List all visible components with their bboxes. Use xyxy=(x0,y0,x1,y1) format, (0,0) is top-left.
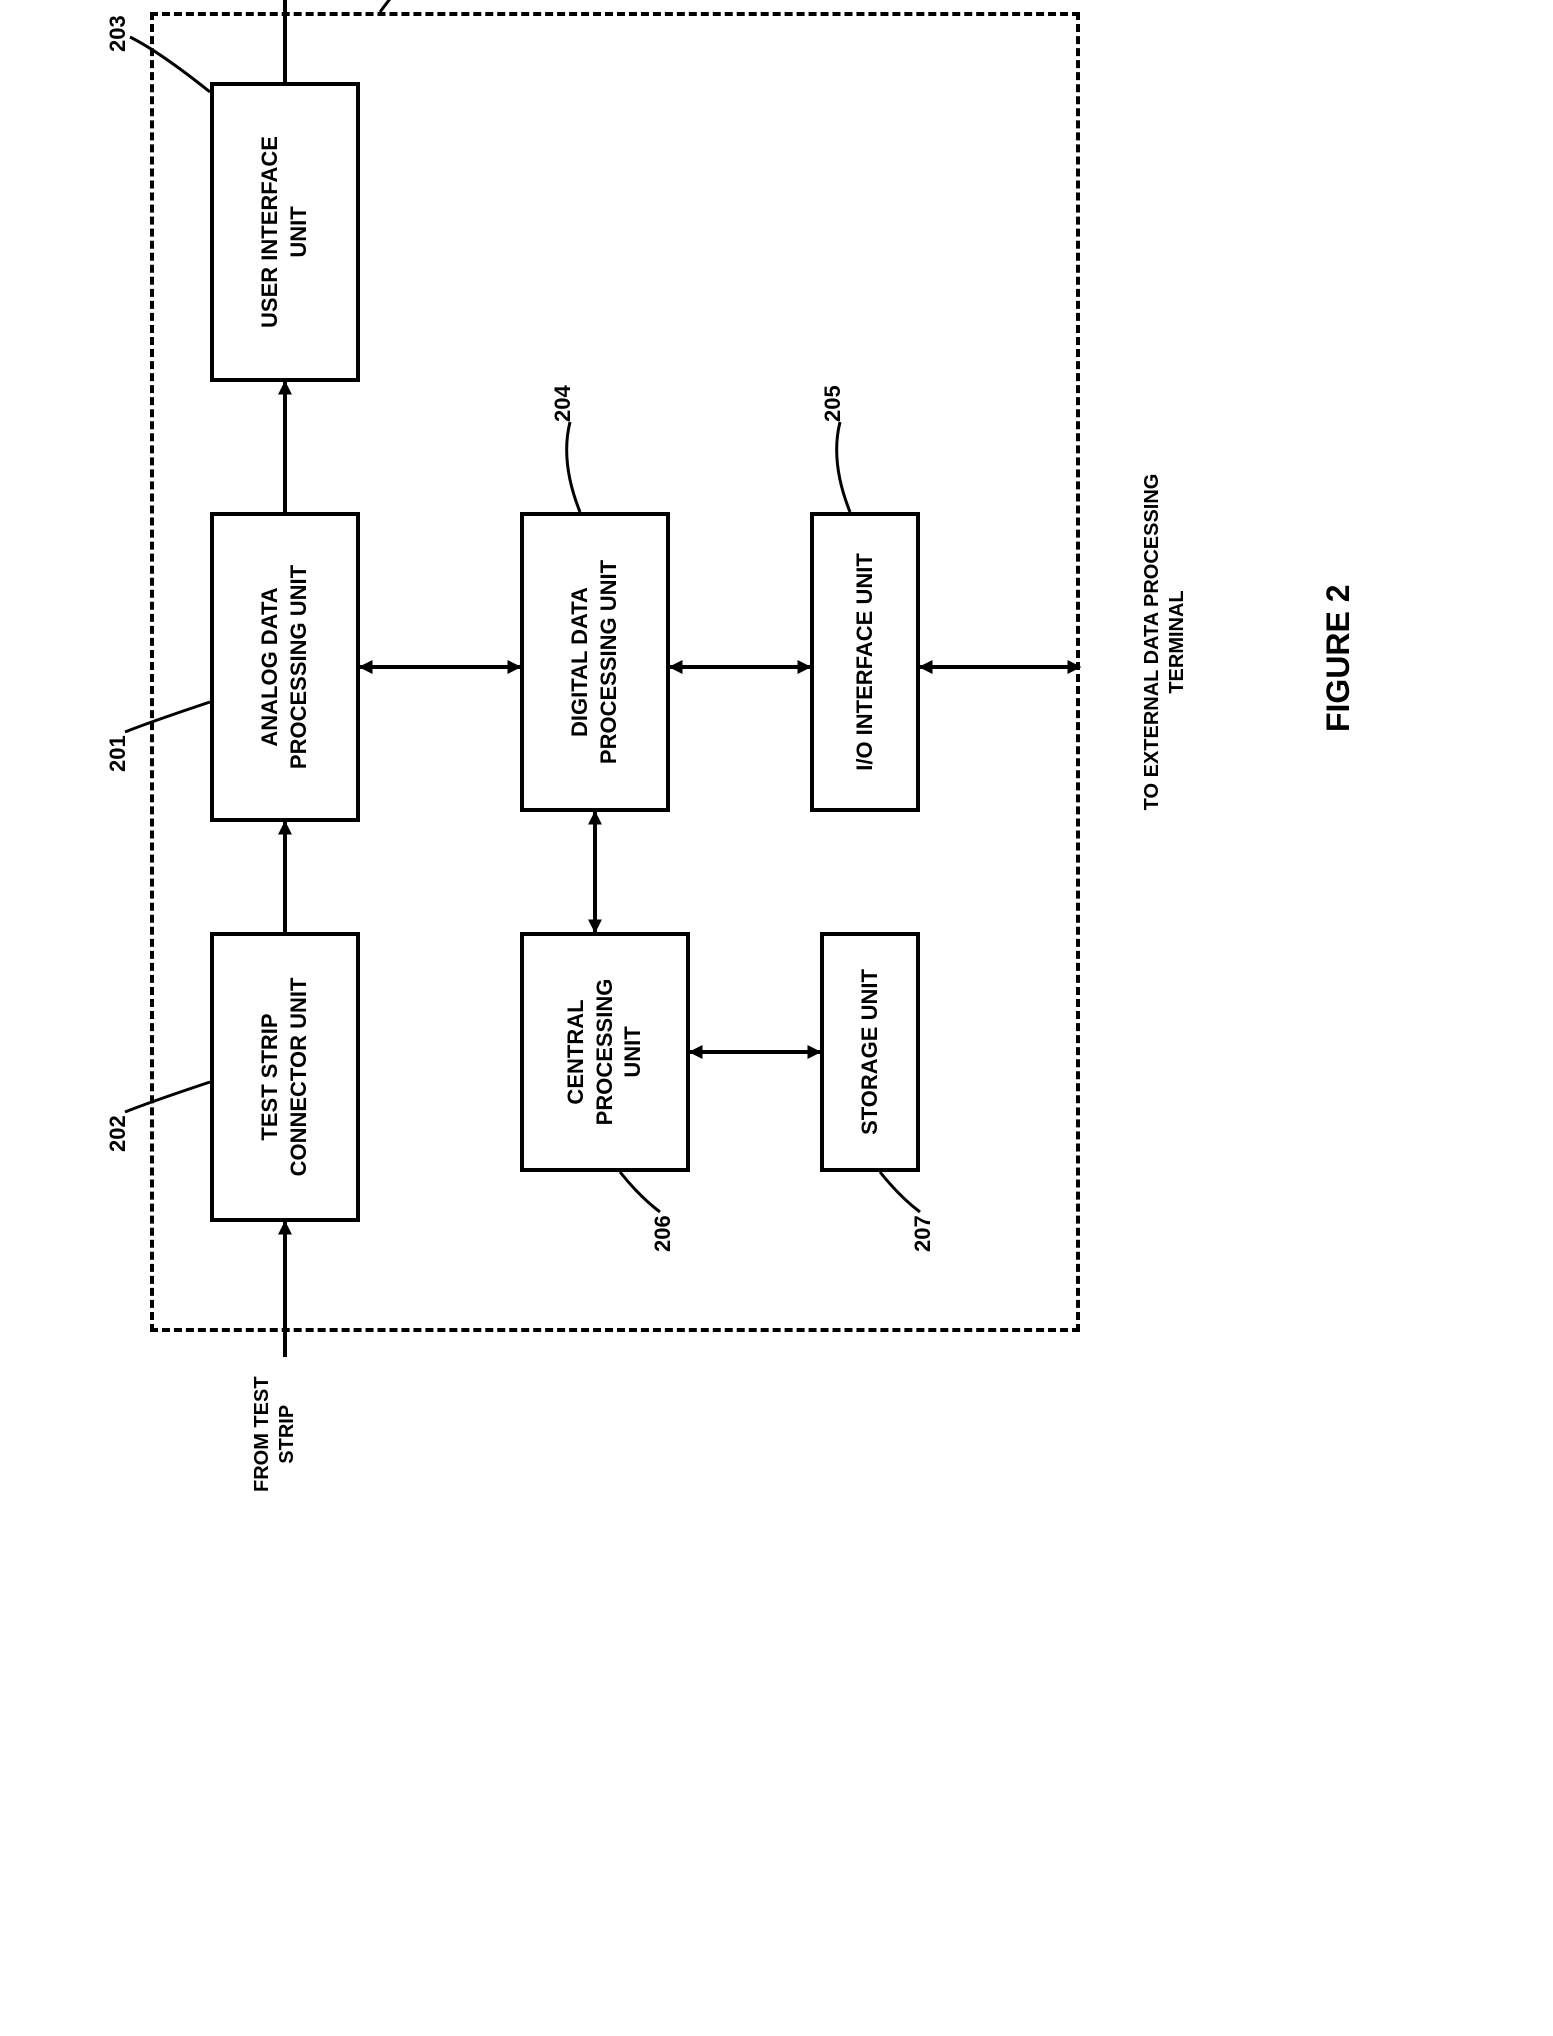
block-label: UNIT xyxy=(619,1026,648,1077)
block-label: PROCESSING xyxy=(591,979,620,1126)
diagram-rotated-wrapper: TEST STRIP CONNECTOR UNIT ANALOG DATA PR… xyxy=(0,0,1553,1552)
ref-206: 206 xyxy=(650,1215,676,1252)
block-label: ANALOG DATA xyxy=(256,587,285,746)
ref-205: 205 xyxy=(820,385,846,422)
block-label: STORAGE UNIT xyxy=(856,969,885,1135)
label-line: FROM TEST xyxy=(250,1376,275,1492)
block-analog-data-processing-unit: ANALOG DATA PROCESSING UNIT xyxy=(210,512,360,822)
ref-207: 207 xyxy=(910,1215,936,1252)
block-label: CONNECTOR UNIT xyxy=(285,978,314,1177)
label-to-external-terminal: TO EXTERNAL DATA PROCESSING TERMINAL xyxy=(1140,432,1190,852)
label-line: TO EXTERNAL DATA PROCESSING xyxy=(1140,432,1165,852)
figure-caption: FIGURE 2 xyxy=(1320,584,1357,732)
block-label: TEST STRIP xyxy=(256,1013,285,1140)
label-line: STRIP xyxy=(275,1376,300,1492)
block-io-interface-unit: I/O INTERFACE UNIT xyxy=(810,512,920,812)
ref-201: 201 xyxy=(105,735,131,772)
block-label: DIGITAL DATA xyxy=(566,587,595,737)
block-storage-unit: STORAGE UNIT xyxy=(820,932,920,1172)
block-label: USER INTERFACE xyxy=(256,136,285,328)
diagram-canvas: TEST STRIP CONNECTOR UNIT ANALOG DATA PR… xyxy=(0,0,1553,1552)
block-label: I/O INTERFACE UNIT xyxy=(851,553,880,771)
block-label: UNIT xyxy=(285,206,314,257)
block-label: PROCESSING UNIT xyxy=(595,560,624,764)
block-test-strip-connector-unit: TEST STRIP CONNECTOR UNIT xyxy=(210,932,360,1222)
label-line: TERMINAL xyxy=(1165,432,1190,852)
label-from-test-strip: FROM TEST STRIP xyxy=(250,1376,300,1492)
ref-203: 203 xyxy=(105,15,131,52)
ref-202: 202 xyxy=(105,1115,131,1152)
block-label: CENTRAL xyxy=(562,999,591,1104)
block-label: PROCESSING UNIT xyxy=(285,565,314,769)
block-central-processing-unit: CENTRAL PROCESSING UNIT xyxy=(520,932,690,1172)
block-digital-data-processing-unit: DIGITAL DATA PROCESSING UNIT xyxy=(520,512,670,812)
ref-204: 204 xyxy=(550,385,576,422)
block-user-interface-unit: USER INTERFACE UNIT xyxy=(210,82,360,382)
